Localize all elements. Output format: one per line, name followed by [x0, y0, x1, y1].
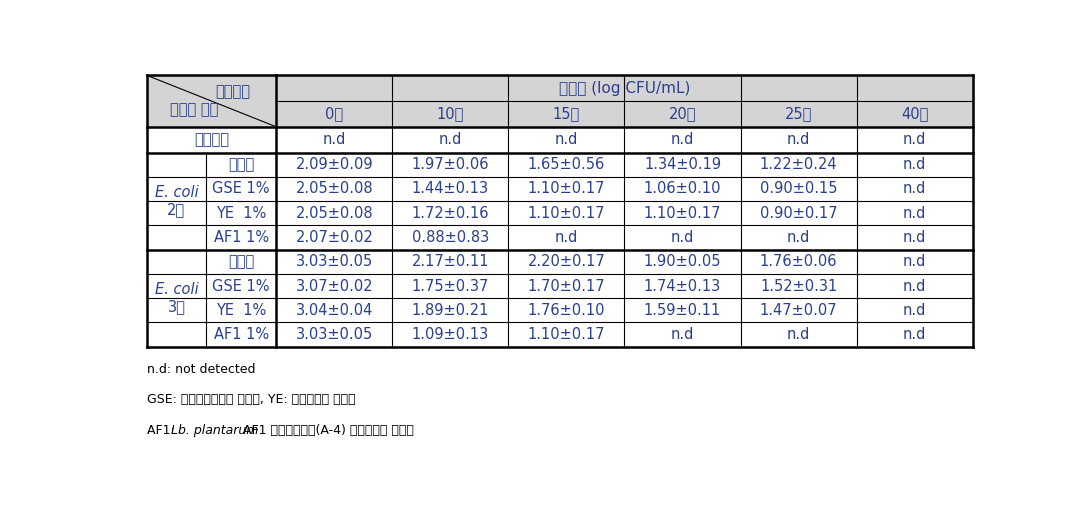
- Text: 15일: 15일: [553, 106, 580, 122]
- Text: 3.04±0.04: 3.04±0.04: [296, 303, 373, 318]
- Text: n.d: n.d: [670, 132, 695, 147]
- Text: n.d: n.d: [787, 327, 810, 342]
- Text: n.d: not detected: n.d: not detected: [146, 363, 256, 376]
- Text: YE  1%: YE 1%: [216, 303, 266, 318]
- Text: n.d: n.d: [787, 132, 810, 147]
- Text: n.d: n.d: [787, 230, 810, 245]
- Text: 1.52±0.31: 1.52±0.31: [760, 278, 838, 294]
- Text: 1.75±0.37: 1.75±0.37: [412, 278, 489, 294]
- Text: 1.76±0.06: 1.76±0.06: [760, 254, 838, 269]
- Text: 3.03±0.05: 3.03±0.05: [296, 254, 373, 269]
- Text: 40일: 40일: [901, 106, 928, 122]
- Text: 1.97±0.06: 1.97±0.06: [412, 157, 489, 172]
- Text: GSE 1%: GSE 1%: [213, 181, 270, 197]
- Text: n.d: n.d: [903, 230, 926, 245]
- Text: 1.34±0.19: 1.34±0.19: [644, 157, 721, 172]
- Text: 1.76±0.10: 1.76±0.10: [527, 303, 605, 318]
- Bar: [146, 75, 973, 101]
- Text: AF1:: AF1:: [146, 423, 178, 437]
- Text: 3.03±0.05: 3.03±0.05: [296, 327, 373, 342]
- Text: 1.10±0.17: 1.10±0.17: [527, 327, 605, 342]
- Text: 1.22±0.24: 1.22±0.24: [760, 157, 838, 172]
- Text: 2.17±0.11: 2.17±0.11: [412, 254, 489, 269]
- Text: 2.07±0.02: 2.07±0.02: [296, 230, 373, 245]
- Text: 1.74±0.13: 1.74±0.13: [644, 278, 721, 294]
- Text: 보관일수: 보관일수: [215, 85, 250, 99]
- Text: 1.90±0.05: 1.90±0.05: [644, 254, 721, 269]
- Text: 1.89±0.21: 1.89±0.21: [412, 303, 489, 318]
- Text: n.d: n.d: [439, 132, 462, 147]
- Text: n.d: n.d: [903, 157, 926, 172]
- Text: E. coli: E. coli: [154, 282, 199, 297]
- Text: 1.09±0.13: 1.09±0.13: [412, 327, 489, 342]
- Text: 1.06±0.10: 1.06±0.10: [644, 181, 721, 197]
- Text: 1.65±0.56: 1.65±0.56: [527, 157, 605, 172]
- Text: 항균제 처리: 항균제 처리: [170, 103, 218, 117]
- Text: 0.88±0.83: 0.88±0.83: [412, 230, 489, 245]
- Text: 1.10±0.17: 1.10±0.17: [527, 206, 605, 221]
- Text: n.d: n.d: [903, 254, 926, 269]
- Text: 대조구: 대조구: [228, 157, 254, 172]
- Text: 2.20±0.17: 2.20±0.17: [527, 254, 605, 269]
- Text: 0일: 0일: [325, 106, 343, 122]
- Text: 2.09±0.09: 2.09±0.09: [296, 157, 373, 172]
- Text: 3승: 3승: [167, 299, 186, 314]
- Text: 2.05±0.08: 2.05±0.08: [296, 206, 373, 221]
- Text: 대조구: 대조구: [228, 254, 254, 269]
- Text: Lb. plantarum: Lb. plantarum: [171, 423, 259, 437]
- Text: n.d: n.d: [903, 132, 926, 147]
- Text: 1.10±0.17: 1.10±0.17: [644, 206, 721, 221]
- Text: n.d: n.d: [903, 327, 926, 342]
- Text: AF1 폐배추즙배지(A-4) 배양상징액 처리구: AF1 폐배추즙배지(A-4) 배양상징액 처리구: [239, 423, 414, 437]
- Text: 0.90±0.17: 0.90±0.17: [760, 206, 838, 221]
- Text: Lb. plantarum: Lb. plantarum: [171, 423, 259, 437]
- Text: n.d: n.d: [903, 181, 926, 197]
- Text: 1.59±0.11: 1.59±0.11: [644, 303, 721, 318]
- Text: 0.90±0.15: 0.90±0.15: [760, 181, 838, 197]
- Text: 2승: 2승: [167, 202, 186, 217]
- Text: E. coli: E. coli: [154, 185, 199, 200]
- Text: 3.07±0.02: 3.07±0.02: [296, 278, 373, 294]
- Text: 20일: 20일: [668, 106, 697, 122]
- Bar: [146, 101, 973, 127]
- Text: 생균수 (log CFU/mL): 생균수 (log CFU/mL): [559, 80, 690, 96]
- Text: n.d: n.d: [670, 230, 695, 245]
- Text: GSE 1%: GSE 1%: [213, 278, 270, 294]
- Text: 25일: 25일: [785, 106, 812, 122]
- Text: AF1:: AF1:: [146, 423, 178, 437]
- Text: n.d: n.d: [670, 327, 695, 342]
- Text: n.d: n.d: [555, 230, 578, 245]
- Text: 2.05±0.08: 2.05±0.08: [296, 181, 373, 197]
- Text: n.d: n.d: [322, 132, 346, 147]
- Text: 10일: 10일: [437, 106, 464, 122]
- Text: AF1 1%: AF1 1%: [214, 230, 269, 245]
- Text: 무처리구: 무처리구: [194, 132, 229, 147]
- Text: n.d: n.d: [903, 278, 926, 294]
- Text: 1.72±0.16: 1.72±0.16: [412, 206, 489, 221]
- Text: 1.10±0.17: 1.10±0.17: [527, 181, 605, 197]
- Text: YE  1%: YE 1%: [216, 206, 266, 221]
- Text: n.d: n.d: [555, 132, 578, 147]
- Text: 1.70±0.17: 1.70±0.17: [527, 278, 605, 294]
- Text: n.d: n.d: [903, 206, 926, 221]
- Text: 1.44±0.13: 1.44±0.13: [412, 181, 489, 197]
- Text: 1.47±0.07: 1.47±0.07: [760, 303, 838, 318]
- Text: GSE: 자몽종자추출물 처리구, YE: 유카추출물 처리구: GSE: 자몽종자추출물 처리구, YE: 유카추출물 처리구: [146, 393, 355, 406]
- Text: AF1 1%: AF1 1%: [214, 327, 269, 342]
- Text: n.d: n.d: [903, 303, 926, 318]
